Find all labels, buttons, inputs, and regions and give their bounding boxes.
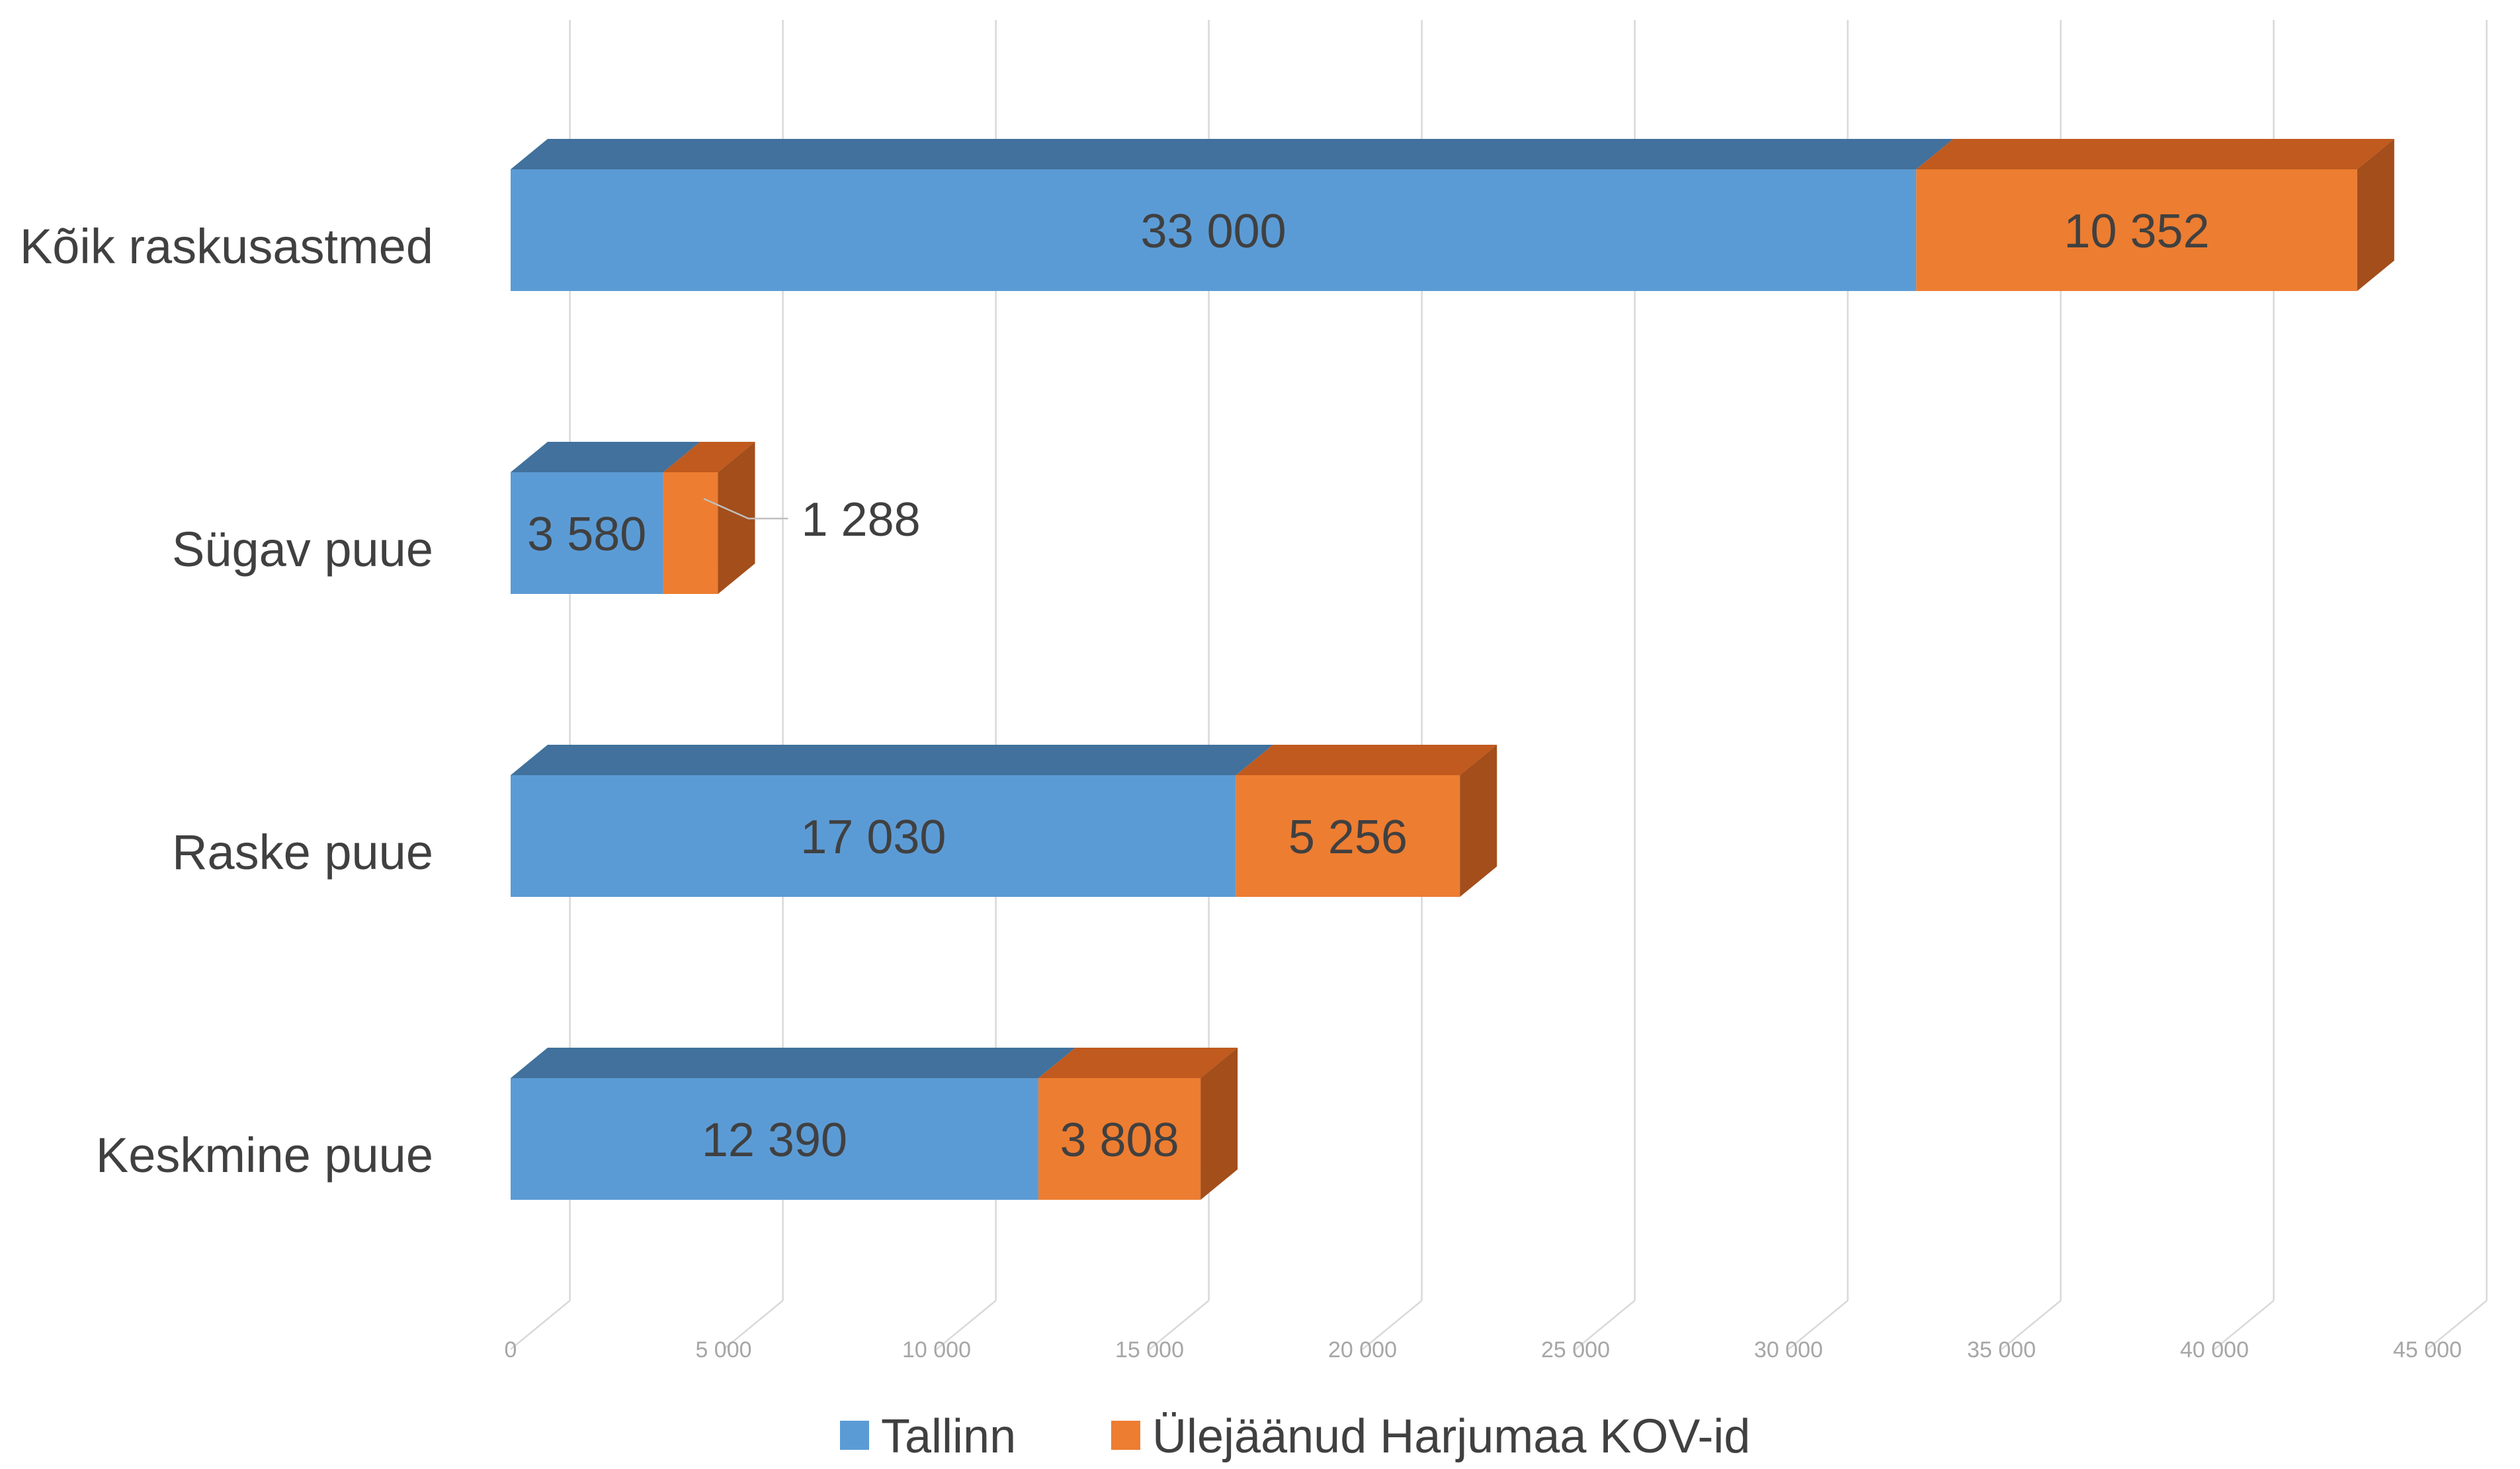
floor-gridline xyxy=(1575,1300,1636,1350)
bar-top-face xyxy=(511,1048,1075,1078)
bar-harjumaa xyxy=(1916,169,2357,291)
category-labels: Kõik raskusastmed Sügav puue Raske puue Kes… xyxy=(20,219,433,1183)
data-label: 10 352 xyxy=(2064,205,2209,258)
data-label: 33 000 xyxy=(1140,205,1286,258)
x-tick-label: 15 000 xyxy=(1115,1337,1184,1363)
floor-gridline xyxy=(1149,1300,1210,1350)
legend-entry: Ülejäänud Harjumaa KOV-id xyxy=(1152,1410,1750,1463)
floor-gridline xyxy=(936,1300,997,1350)
category-label: Raske puue xyxy=(172,825,433,880)
x-axis-ticks: 0 5 000 10 000 15 000 20 000 25 000 30 000 35 0… xyxy=(505,1337,2462,1363)
bar-top-face xyxy=(1236,745,1497,775)
legend-entry: Tallinn xyxy=(881,1410,1016,1463)
data-label: 12 390 xyxy=(702,1114,847,1167)
bar-tallinn xyxy=(511,775,1236,897)
x-tick-label: 20 000 xyxy=(1328,1337,1397,1363)
bar-side-face xyxy=(1200,1048,1238,1200)
category-label: Kõik raskusastmed xyxy=(20,219,433,274)
data-label: 5 256 xyxy=(1288,811,1407,864)
x-tick-label: 40 000 xyxy=(2180,1337,2249,1363)
category-label: Sügav puue xyxy=(172,522,433,577)
x-tick-label: 30 000 xyxy=(1754,1337,1823,1363)
bar-top-face xyxy=(511,139,1954,169)
bar-top-face xyxy=(511,442,700,472)
data-label: 1 288 xyxy=(801,493,920,546)
legend-swatch xyxy=(1111,1421,1140,1450)
floor-gridline xyxy=(510,1300,571,1350)
bar-side-face xyxy=(2357,139,2394,291)
data-label: 3 580 xyxy=(527,508,646,561)
bar-tallinn xyxy=(511,169,1917,291)
bar-tallinn xyxy=(511,1078,1038,1200)
bar-harjumaa xyxy=(1038,1078,1201,1200)
bar-side-face xyxy=(1460,745,1497,897)
data-label: 3 808 xyxy=(1060,1114,1179,1167)
legend: Tallinn Ülejäänud Harjumaa KOV-id xyxy=(840,1410,1750,1463)
data-labels: 33 000 10 352 3 580 1 288 17 030 5 256 12 390 3… xyxy=(527,205,2209,1167)
bar-top-face xyxy=(511,745,1273,775)
bar-harjumaa xyxy=(663,472,718,594)
legend-swatch xyxy=(840,1421,869,1450)
x-tick-label: 10 000 xyxy=(902,1337,971,1363)
x-tick-label: 35 000 xyxy=(1967,1337,2036,1363)
bar-top-face xyxy=(1916,139,2394,169)
bar-top-face xyxy=(1038,1048,1238,1078)
bar-tallinn xyxy=(511,472,663,594)
bar-side-face xyxy=(718,442,755,594)
floor-gridline xyxy=(2427,1300,2488,1350)
x-tick-label: 5 000 xyxy=(695,1337,751,1363)
x-tick-label: 0 xyxy=(505,1337,517,1363)
floor-gridline xyxy=(1788,1300,1849,1350)
floor-gridline xyxy=(723,1300,784,1350)
floor-gridline xyxy=(2214,1300,2275,1350)
bars xyxy=(511,139,2394,1200)
bar-harjumaa xyxy=(1236,775,1460,897)
category-label: Keskmine puue xyxy=(96,1128,433,1183)
floor-gridline xyxy=(2001,1300,2062,1350)
x-tick-label: 45 000 xyxy=(2393,1337,2462,1363)
floor-gridline xyxy=(1362,1300,1423,1350)
data-label: 17 030 xyxy=(800,811,946,864)
x-tick-label: 25 000 xyxy=(1541,1337,1610,1363)
bar-top-face xyxy=(663,442,755,472)
data-label-leader xyxy=(703,497,788,520)
